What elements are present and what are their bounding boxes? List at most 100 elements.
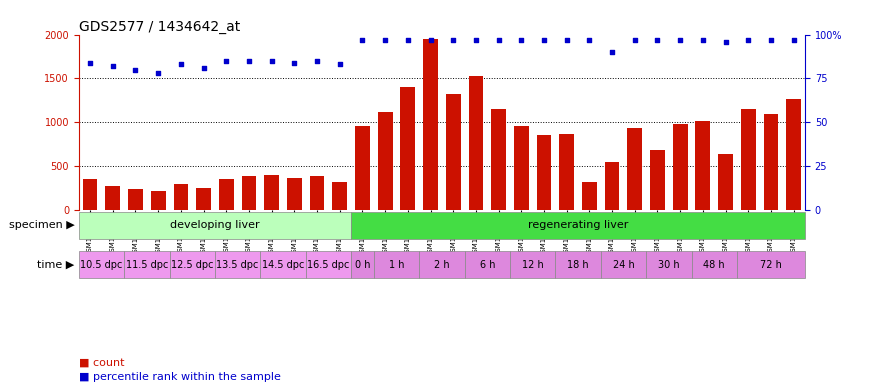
Bar bbox=[491, 109, 506, 210]
Bar bbox=[310, 176, 325, 210]
Bar bbox=[401, 87, 416, 210]
Text: 6 h: 6 h bbox=[480, 260, 495, 270]
Point bbox=[764, 37, 778, 43]
Bar bbox=[556, 251, 601, 278]
Bar bbox=[582, 182, 597, 210]
Text: ■ percentile rank within the sample: ■ percentile rank within the sample bbox=[79, 372, 281, 382]
Point bbox=[627, 37, 641, 43]
Bar bbox=[79, 251, 124, 278]
Text: 72 h: 72 h bbox=[760, 260, 782, 270]
Point bbox=[673, 37, 687, 43]
Text: GDS2577 / 1434642_at: GDS2577 / 1434642_at bbox=[79, 20, 240, 33]
Bar bbox=[601, 251, 646, 278]
Bar bbox=[261, 251, 305, 278]
Text: 30 h: 30 h bbox=[658, 260, 680, 270]
Bar bbox=[128, 189, 143, 210]
Bar bbox=[465, 251, 510, 278]
Text: 14.5 dpc: 14.5 dpc bbox=[262, 260, 304, 270]
Text: specimen ▶: specimen ▶ bbox=[9, 220, 74, 230]
Point bbox=[469, 37, 483, 43]
Text: 12 h: 12 h bbox=[522, 260, 543, 270]
Point bbox=[424, 37, 438, 43]
Bar bbox=[124, 251, 170, 278]
Bar bbox=[332, 182, 347, 210]
Bar bbox=[351, 212, 805, 239]
Bar bbox=[305, 251, 351, 278]
Bar bbox=[170, 251, 215, 278]
Bar bbox=[105, 186, 120, 210]
Point bbox=[787, 37, 801, 43]
Bar bbox=[355, 126, 370, 210]
Bar bbox=[737, 251, 805, 278]
Point bbox=[446, 37, 460, 43]
Point bbox=[514, 37, 528, 43]
Point bbox=[129, 66, 143, 73]
Bar bbox=[83, 179, 97, 210]
Text: developing liver: developing liver bbox=[170, 220, 260, 230]
Point bbox=[606, 49, 620, 55]
Point bbox=[537, 37, 551, 43]
Bar bbox=[787, 99, 801, 210]
Text: regenerating liver: regenerating liver bbox=[528, 220, 628, 230]
Bar bbox=[374, 251, 419, 278]
Bar bbox=[673, 124, 688, 210]
Point bbox=[220, 58, 234, 64]
Bar bbox=[264, 175, 279, 210]
Text: ■ count: ■ count bbox=[79, 358, 124, 368]
Bar bbox=[468, 76, 483, 210]
Bar bbox=[287, 178, 302, 210]
Point bbox=[83, 60, 97, 66]
Point bbox=[264, 58, 278, 64]
Text: 10.5 dpc: 10.5 dpc bbox=[80, 260, 123, 270]
Text: 16.5 dpc: 16.5 dpc bbox=[307, 260, 350, 270]
Bar bbox=[646, 251, 691, 278]
Point bbox=[310, 58, 324, 64]
Text: 48 h: 48 h bbox=[704, 260, 725, 270]
Point bbox=[174, 61, 188, 68]
Text: 12.5 dpc: 12.5 dpc bbox=[171, 260, 214, 270]
Point bbox=[151, 70, 165, 76]
Point bbox=[355, 37, 369, 43]
Text: 11.5 dpc: 11.5 dpc bbox=[126, 260, 168, 270]
Point bbox=[560, 37, 574, 43]
Bar bbox=[419, 251, 465, 278]
Bar bbox=[173, 184, 188, 210]
Point bbox=[378, 37, 392, 43]
Bar bbox=[510, 251, 556, 278]
Bar bbox=[196, 188, 211, 210]
Bar bbox=[605, 162, 620, 210]
Bar bbox=[650, 150, 665, 210]
Bar bbox=[215, 251, 261, 278]
Bar bbox=[150, 191, 165, 210]
Bar bbox=[718, 154, 733, 210]
Bar bbox=[424, 39, 438, 210]
Text: 18 h: 18 h bbox=[567, 260, 589, 270]
Text: 13.5 dpc: 13.5 dpc bbox=[216, 260, 259, 270]
Bar bbox=[536, 135, 551, 210]
Bar bbox=[446, 94, 460, 210]
Point bbox=[197, 65, 211, 71]
Point bbox=[287, 60, 301, 66]
Point bbox=[741, 37, 755, 43]
Text: 0 h: 0 h bbox=[354, 260, 370, 270]
Point bbox=[718, 38, 732, 45]
Text: 2 h: 2 h bbox=[434, 260, 450, 270]
Bar bbox=[764, 114, 779, 210]
Point bbox=[696, 37, 710, 43]
Point bbox=[492, 37, 506, 43]
Text: time ▶: time ▶ bbox=[37, 260, 74, 270]
Bar bbox=[219, 179, 234, 210]
Bar bbox=[79, 212, 351, 239]
Point bbox=[106, 63, 120, 69]
Point bbox=[401, 37, 415, 43]
Bar bbox=[351, 251, 374, 278]
Point bbox=[583, 37, 597, 43]
Bar bbox=[741, 109, 756, 210]
Point bbox=[650, 37, 664, 43]
Point bbox=[242, 58, 256, 64]
Text: 1 h: 1 h bbox=[388, 260, 404, 270]
Bar bbox=[559, 134, 574, 210]
Bar bbox=[696, 121, 710, 210]
Text: 24 h: 24 h bbox=[612, 260, 634, 270]
Point bbox=[332, 61, 346, 68]
